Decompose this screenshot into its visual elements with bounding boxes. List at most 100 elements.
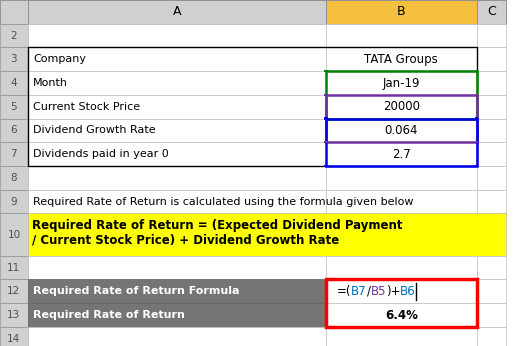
- Bar: [326, 47, 476, 71]
- Bar: [475, 94, 479, 96]
- Text: Dividend Growth Rate: Dividend Growth Rate: [33, 126, 156, 136]
- Bar: [476, 256, 506, 280]
- Bar: [476, 190, 506, 213]
- Bar: [0, 256, 28, 280]
- Text: Required Rate of Return is calculated using the formula given below: Required Rate of Return is calculated us…: [33, 197, 413, 207]
- Bar: [324, 70, 327, 72]
- Bar: [0, 166, 28, 190]
- Bar: [326, 71, 476, 95]
- Bar: [326, 95, 476, 119]
- Bar: [0, 24, 28, 47]
- Text: 6: 6: [11, 126, 17, 136]
- Text: 2.7: 2.7: [392, 148, 411, 161]
- Bar: [326, 71, 476, 119]
- Text: Required Rate of Return: Required Rate of Return: [33, 310, 185, 320]
- Bar: [28, 166, 326, 190]
- Bar: [475, 118, 479, 120]
- Bar: [475, 141, 479, 144]
- Text: 13: 13: [7, 310, 21, 320]
- Bar: [476, 71, 506, 95]
- Bar: [0, 190, 28, 213]
- Bar: [476, 47, 506, 71]
- Text: B5: B5: [371, 285, 386, 298]
- Bar: [476, 0, 506, 24]
- Bar: [326, 142, 476, 166]
- Bar: [28, 213, 506, 256]
- Bar: [28, 256, 326, 280]
- Bar: [28, 190, 326, 213]
- Bar: [28, 95, 326, 119]
- Text: Dividends paid in year 0: Dividends paid in year 0: [33, 149, 169, 159]
- Text: 4: 4: [11, 78, 17, 88]
- Text: 11: 11: [7, 263, 21, 273]
- Bar: [324, 118, 327, 120]
- Text: 6.4%: 6.4%: [385, 309, 418, 321]
- Bar: [0, 119, 28, 142]
- Bar: [0, 71, 28, 95]
- Text: B6: B6: [400, 285, 416, 298]
- Bar: [476, 327, 506, 346]
- Bar: [476, 166, 506, 190]
- Bar: [475, 118, 479, 120]
- Bar: [28, 47, 476, 166]
- Text: =(: =(: [337, 285, 352, 298]
- Bar: [28, 303, 326, 327]
- Bar: [326, 119, 476, 166]
- Bar: [28, 327, 326, 346]
- Text: B: B: [397, 5, 406, 18]
- Text: TATA Groups: TATA Groups: [364, 53, 438, 66]
- Bar: [0, 327, 28, 346]
- Text: Current Stock Price: Current Stock Price: [33, 102, 140, 112]
- Text: C: C: [487, 5, 495, 18]
- Bar: [0, 280, 28, 303]
- Bar: [476, 95, 506, 119]
- Bar: [324, 118, 327, 120]
- Bar: [326, 24, 476, 47]
- Text: Jan-19: Jan-19: [382, 76, 420, 90]
- Text: 0.064: 0.064: [384, 124, 418, 137]
- Bar: [476, 280, 506, 303]
- Text: 7: 7: [11, 149, 17, 159]
- Bar: [324, 141, 327, 144]
- Bar: [326, 327, 476, 346]
- Bar: [28, 280, 326, 303]
- Text: Month: Month: [33, 78, 68, 88]
- Bar: [326, 166, 476, 190]
- Bar: [28, 142, 326, 166]
- Bar: [28, 71, 326, 95]
- Bar: [475, 70, 479, 72]
- Bar: [28, 24, 326, 47]
- Text: 9: 9: [11, 197, 17, 207]
- Bar: [476, 303, 506, 327]
- Text: 12: 12: [7, 286, 21, 296]
- Text: 5: 5: [11, 102, 17, 112]
- Text: 14: 14: [7, 334, 21, 344]
- Bar: [0, 95, 28, 119]
- Bar: [326, 256, 476, 280]
- Bar: [475, 165, 479, 167]
- Text: 3: 3: [11, 54, 17, 64]
- Text: A: A: [173, 5, 181, 18]
- Bar: [28, 119, 326, 142]
- Text: Required Rate of Return Formula: Required Rate of Return Formula: [33, 286, 240, 296]
- Bar: [326, 280, 476, 327]
- Text: Required Rate of Return = (Expected Dividend Payment
/ Current Stock Price) + Di: Required Rate of Return = (Expected Divi…: [32, 219, 402, 247]
- Bar: [0, 47, 28, 71]
- Text: B7: B7: [351, 285, 367, 298]
- Bar: [28, 47, 326, 71]
- Text: /: /: [366, 285, 371, 298]
- Text: 20000: 20000: [383, 100, 420, 113]
- Bar: [28, 0, 326, 24]
- Text: 10: 10: [7, 230, 21, 240]
- Bar: [0, 142, 28, 166]
- Bar: [0, 213, 28, 256]
- Bar: [476, 24, 506, 47]
- Bar: [326, 303, 476, 327]
- Bar: [326, 95, 476, 142]
- Bar: [326, 119, 476, 142]
- Bar: [476, 142, 506, 166]
- Bar: [476, 119, 506, 142]
- Text: 2: 2: [11, 30, 17, 40]
- Text: )+: )+: [386, 285, 400, 298]
- Text: Company: Company: [33, 54, 86, 64]
